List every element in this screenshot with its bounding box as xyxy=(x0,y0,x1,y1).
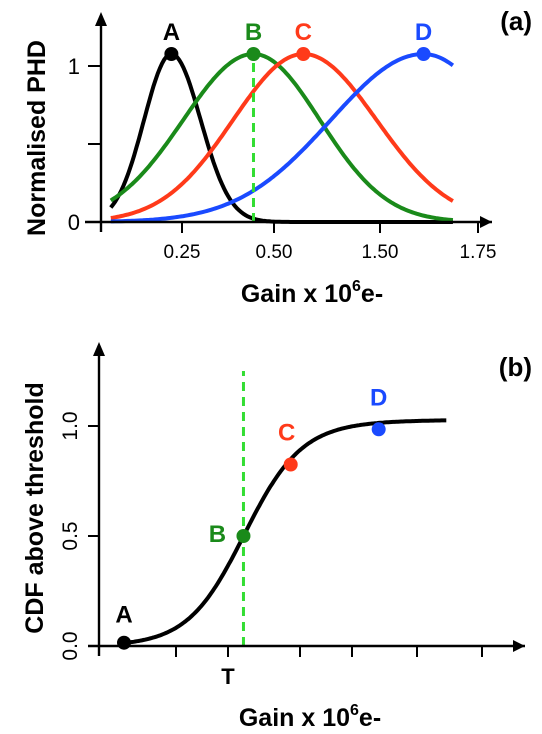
b-point-label-B: B xyxy=(209,521,226,548)
a-xlabel-sup: 6 xyxy=(352,278,361,295)
b-xlabel-main: Gain x 10 xyxy=(239,704,350,732)
b-ytick-label-2: 1.0 xyxy=(59,411,82,440)
panel-a-plot: A B C D 0 1 0.25 0.50 1.50 1.75 Normalised … xyxy=(23,6,532,308)
b-panel-label: (b) xyxy=(499,352,532,382)
b-point-A xyxy=(117,635,132,650)
b-cdf-curve xyxy=(123,418,447,645)
a-peak-label-B: B xyxy=(245,19,262,46)
b-x-axis-label: Gain x 106e- xyxy=(239,702,381,732)
a-markers: A B C D xyxy=(163,19,432,61)
a-peak-marker-C xyxy=(296,47,311,61)
b-xlabel-sup: 6 xyxy=(350,702,359,719)
a-xtick-label-0: 0.25 xyxy=(164,242,201,263)
a-curve-A xyxy=(109,52,453,224)
a-peak-marker-A xyxy=(164,47,179,61)
b-point-D xyxy=(371,422,386,437)
a-xtick-label-2: 1.50 xyxy=(362,242,399,263)
b-point-B xyxy=(236,529,251,543)
b-xlabel-unit: e- xyxy=(359,704,381,732)
b-point-C xyxy=(283,457,298,472)
a-curve-B xyxy=(109,52,454,223)
a-ytick-label-1: 1 xyxy=(68,54,80,79)
a-peak-label-D: D xyxy=(415,19,432,46)
a-panel-label: (a) xyxy=(500,6,532,36)
b-y-axis-arrow xyxy=(93,342,105,356)
a-ytick-label-0: 0 xyxy=(68,210,80,235)
b-point-label-D: D xyxy=(370,384,387,411)
a-y-axis-label: Normalised PHD xyxy=(23,40,51,236)
b-y-ticks xyxy=(88,425,99,647)
a-xtick-label-3: 1.75 xyxy=(460,242,497,263)
a-peak-label-C: C xyxy=(295,19,312,46)
b-ytick-label-0: 0.0 xyxy=(59,631,82,660)
a-peak-marker-B xyxy=(246,47,261,61)
b-markers: A B C D xyxy=(115,384,387,650)
a-xtick-label-1: 0.50 xyxy=(256,242,293,263)
panel-b-plot: A B C D 0.0 0.5 1.0 T CDF above threshold G… xyxy=(21,342,532,732)
a-x-axis-arrow xyxy=(480,216,492,228)
a-x-axis-label: Gain x 106e- xyxy=(241,278,383,308)
b-y-axis-label: CDF above threshold xyxy=(21,382,49,633)
a-curve-D xyxy=(110,52,455,224)
a-xlabel-main: Gain x 10 xyxy=(241,280,352,308)
a-x-ticks xyxy=(181,222,479,233)
b-x-ticks xyxy=(175,646,483,657)
b-x-axis-arrow xyxy=(513,640,525,652)
a-curve-C xyxy=(110,51,454,220)
a-peak-label-A: A xyxy=(163,19,180,46)
b-point-label-A: A xyxy=(115,602,132,629)
a-xlabel-unit: e- xyxy=(361,280,383,308)
a-y-axis-arrow xyxy=(95,12,107,26)
b-xtick-label-T: T xyxy=(221,664,235,689)
a-peak-marker-D xyxy=(416,47,431,61)
b-ytick-label-1: 0.5 xyxy=(59,521,82,550)
b-point-label-C: C xyxy=(278,420,295,447)
a-curves xyxy=(109,51,455,224)
a-y-ticks xyxy=(88,65,101,223)
